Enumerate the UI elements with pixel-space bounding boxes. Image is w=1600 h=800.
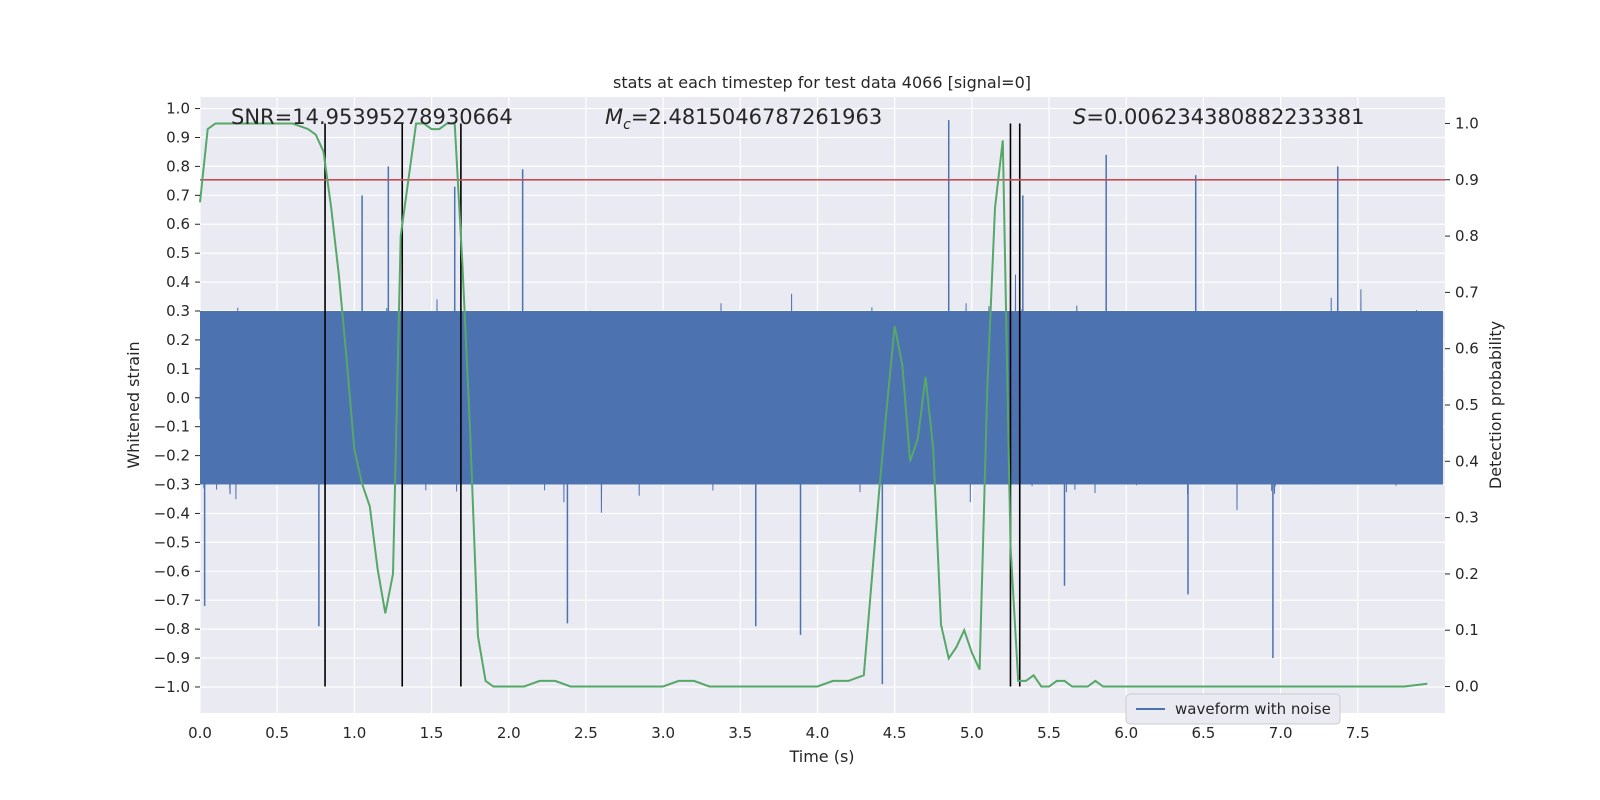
x-tick-label: 0.5: [265, 724, 289, 742]
axis-ticks: 0.0 0.5 1.0 1.5 2.0 2.5 3.0 3.5 4.0 4.5 5.0 5.5 6.0 6…: [154, 100, 1479, 742]
vertical-markers: [324, 123, 1021, 687]
y-axis-left-label: Whitened strain: [124, 341, 143, 468]
x-tick-label: 5.5: [1037, 724, 1061, 742]
mc-subscript: c: [623, 117, 631, 133]
probability-series: [199, 122, 1428, 688]
y-left-tick-label: 0.7: [166, 186, 190, 204]
y-left-tick-label: −0.8: [154, 620, 190, 638]
y-left-tick-label: −0.9: [154, 649, 190, 667]
probability-line: [199, 122, 1428, 688]
legend-waveform-label: waveform with noise: [1175, 700, 1331, 718]
y-left-tick-label: 0.4: [166, 273, 190, 291]
chart-title: stats at each timestep for test data 406…: [613, 73, 1031, 92]
x-tick-label: 7.5: [1346, 724, 1370, 742]
y-left-tick-label: 0.1: [166, 360, 190, 378]
y-right-tick-label: 0.8: [1455, 227, 1479, 245]
s-symbol: S: [1073, 105, 1086, 129]
s-value: =0.006234380882233381: [1086, 105, 1364, 129]
x-tick-label: 3.5: [728, 724, 752, 742]
x-tick-label: 4.5: [883, 724, 907, 742]
x-tick-label: 7.0: [1269, 724, 1293, 742]
y-left-tick-label: −1.0: [154, 678, 190, 696]
y-left-tick-label: −0.7: [154, 591, 190, 609]
x-tick-label: 6.5: [1192, 724, 1216, 742]
waveform-line: [199, 274, 1436, 513]
y-left-tick-label: 0.9: [166, 128, 190, 146]
y-left-tick-label: 0.3: [166, 302, 190, 320]
x-tick-label: 3.0: [651, 724, 675, 742]
x-tick-label: 2.5: [574, 724, 598, 742]
y-right-tick-label: 0.7: [1455, 283, 1479, 301]
y-left-tick-label: 0.2: [166, 331, 190, 349]
y-right-tick-label: 0.2: [1455, 565, 1479, 583]
y-left-tick-label: −0.5: [154, 533, 190, 551]
x-tick-label: 2.0: [497, 724, 521, 742]
y-right-tick-label: 1.0: [1455, 114, 1479, 132]
x-tick-label: 5.0: [960, 724, 984, 742]
mc-annotation: Mc=2.4815046787261963: [605, 105, 882, 133]
y-left-tick-label: 1.0: [166, 100, 190, 118]
y-right-tick-label: 0.9: [1455, 171, 1479, 189]
y-left-tick-label: 0.8: [166, 157, 190, 175]
y-left-tick-label: 0.6: [166, 215, 190, 233]
y-right-tick-label: 0.3: [1455, 509, 1479, 527]
x-axis-label: Time (s): [788, 747, 854, 766]
y-left-tick-label: −0.6: [154, 562, 190, 580]
y-right-tick-label: 0.6: [1455, 340, 1479, 358]
y-left-tick-label: −0.3: [154, 476, 190, 494]
y-left-tick-label: −0.1: [154, 418, 190, 436]
legend: waveform with noise: [1125, 693, 1341, 725]
legend-box: [1125, 693, 1341, 725]
x-tick-label: 1.5: [420, 724, 444, 742]
y-left-tick-label: −0.2: [154, 447, 190, 465]
y-right-tick-label: 0.5: [1455, 396, 1479, 414]
mc-value: =2.4815046787261963: [631, 105, 882, 129]
snr-annotation: SNR=14.95395278930664: [231, 105, 513, 129]
y-right-tick-label: 0.1: [1455, 621, 1479, 639]
x-tick-label: 0.0: [188, 724, 212, 742]
x-tick-label: 4.0: [806, 724, 830, 742]
s-annotation: S=0.006234380882233381: [1073, 105, 1364, 129]
y-axis-right-label: Detection probability: [1486, 321, 1505, 489]
x-tick-label: 1.0: [342, 724, 366, 742]
y-left-tick-label: 0.5: [166, 244, 190, 262]
y-right-tick-label: 0.4: [1455, 452, 1479, 470]
x-tick-label: 6.0: [1114, 724, 1138, 742]
y-left-tick-label: −0.4: [154, 504, 190, 522]
waveform-series: [199, 120, 1443, 685]
y-right-tick-label: 0.0: [1455, 678, 1479, 696]
mc-symbol: M: [605, 105, 623, 129]
y-left-tick-label: 0.0: [166, 389, 190, 407]
